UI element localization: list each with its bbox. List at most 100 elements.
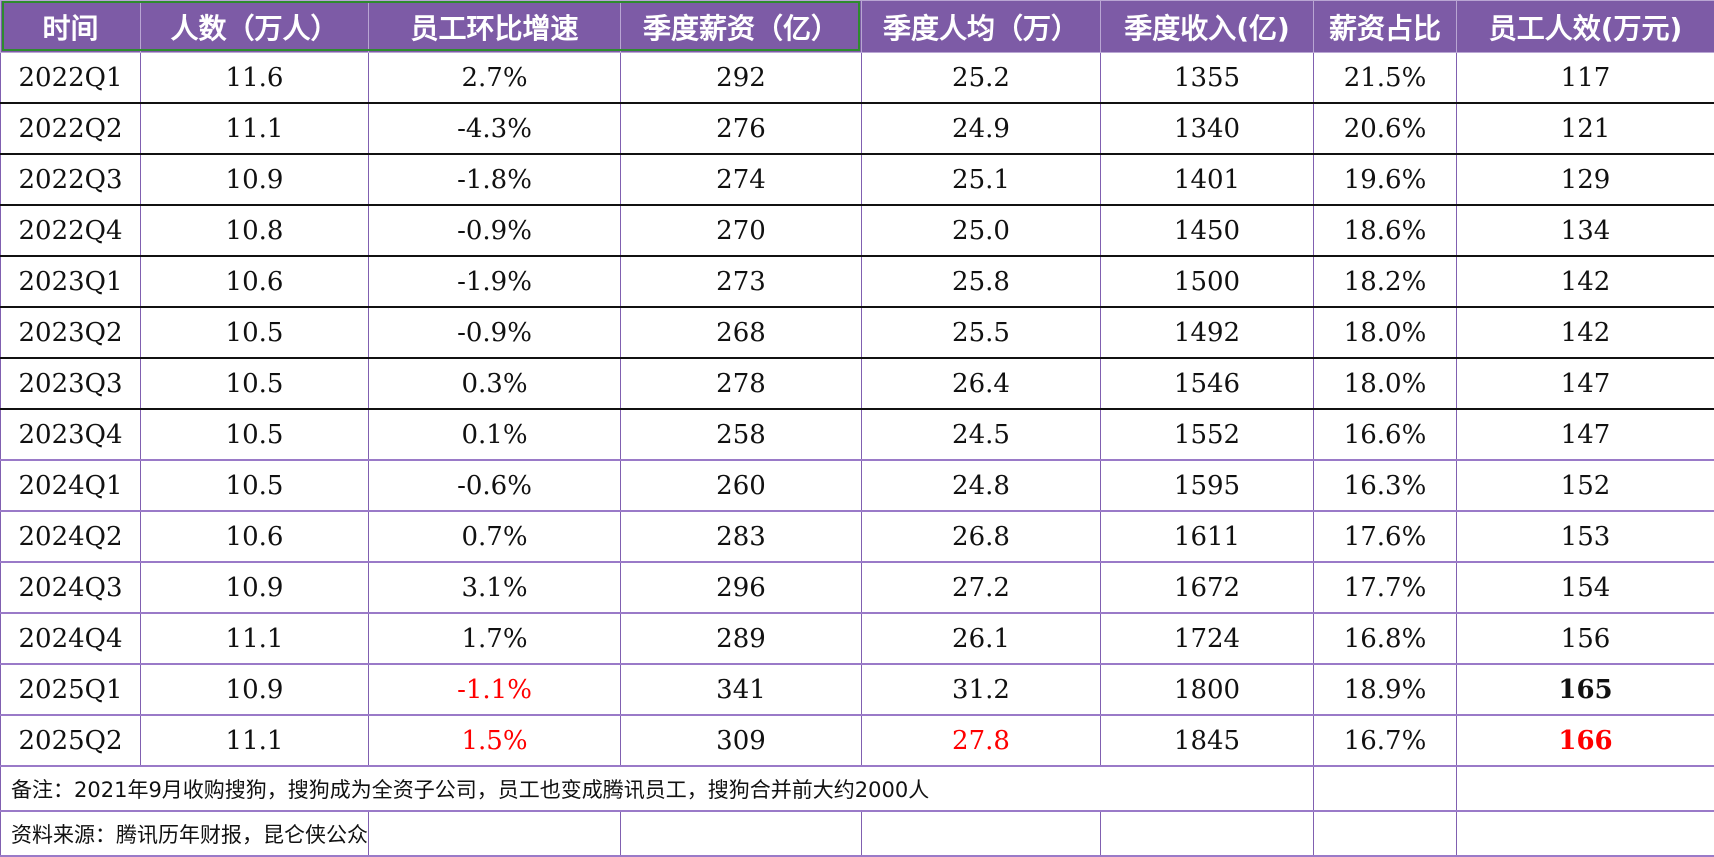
cell-headcount[interactable]: 10.9: [141, 664, 369, 715]
cell-quarterly-salary[interactable]: 270: [621, 205, 862, 256]
cell-quarterly-revenue[interactable]: 1340: [1101, 103, 1314, 154]
col-header-quarterly-salary[interactable]: 季度薪资（亿）: [621, 1, 862, 53]
cell-salary-per-capita[interactable]: 24.8: [862, 460, 1101, 511]
cell-salary-ratio[interactable]: 16.7%: [1314, 715, 1457, 766]
cell-salary-ratio[interactable]: 16.6%: [1314, 409, 1457, 460]
cell-headcount-growth[interactable]: -1.1%: [369, 664, 621, 715]
cell-salary-per-capita[interactable]: 26.8: [862, 511, 1101, 562]
cell-headcount-growth[interactable]: -0.6%: [369, 460, 621, 511]
cell-time[interactable]: 2024Q4: [1, 613, 141, 664]
cell-time[interactable]: 2023Q4: [1, 409, 141, 460]
col-header-headcount-growth[interactable]: 员工环比增速: [369, 1, 621, 53]
cell-headcount[interactable]: 10.5: [141, 409, 369, 460]
cell-salary-per-capita[interactable]: 25.5: [862, 307, 1101, 358]
cell-salary-ratio[interactable]: 17.6%: [1314, 511, 1457, 562]
cell-headcount-growth[interactable]: -0.9%: [369, 205, 621, 256]
cell-quarterly-revenue[interactable]: 1552: [1101, 409, 1314, 460]
cell-salary-ratio[interactable]: 18.2%: [1314, 256, 1457, 307]
cell-time[interactable]: 2025Q2: [1, 715, 141, 766]
cell-headcount[interactable]: 11.6: [141, 53, 369, 104]
cell-revenue-per-employee[interactable]: 152: [1457, 460, 1714, 511]
cell-salary-per-capita[interactable]: 25.1: [862, 154, 1101, 205]
cell-salary-per-capita[interactable]: 24.9: [862, 103, 1101, 154]
cell-quarterly-revenue[interactable]: 1595: [1101, 460, 1314, 511]
empty-cell[interactable]: [369, 811, 621, 856]
cell-salary-per-capita[interactable]: 25.2: [862, 53, 1101, 104]
cell-salary-ratio[interactable]: 17.7%: [1314, 562, 1457, 613]
cell-quarterly-revenue[interactable]: 1355: [1101, 53, 1314, 104]
col-header-time[interactable]: 时间: [1, 1, 141, 53]
cell-quarterly-salary[interactable]: 309: [621, 715, 862, 766]
cell-headcount-growth[interactable]: -1.9%: [369, 256, 621, 307]
cell-headcount[interactable]: 10.9: [141, 154, 369, 205]
cell-headcount[interactable]: 10.5: [141, 307, 369, 358]
empty-cell[interactable]: [1314, 766, 1457, 811]
cell-salary-ratio[interactable]: 18.0%: [1314, 307, 1457, 358]
cell-quarterly-salary[interactable]: 268: [621, 307, 862, 358]
cell-salary-ratio[interactable]: 20.6%: [1314, 103, 1457, 154]
cell-time[interactable]: 2024Q3: [1, 562, 141, 613]
cell-quarterly-revenue[interactable]: 1845: [1101, 715, 1314, 766]
cell-headcount-growth[interactable]: 1.5%: [369, 715, 621, 766]
cell-headcount-growth[interactable]: 0.1%: [369, 409, 621, 460]
cell-revenue-per-employee[interactable]: 156: [1457, 613, 1714, 664]
cell-quarterly-revenue[interactable]: 1500: [1101, 256, 1314, 307]
table-note[interactable]: 备注：2021年9月收购搜狗，搜狗成为全资子公司，员工也变成腾讯员工，搜狗合并前…: [1, 766, 1314, 811]
cell-quarterly-salary[interactable]: 296: [621, 562, 862, 613]
table-source[interactable]: 资料来源：腾讯历年财报，昆仑侠公众号: [1, 811, 369, 856]
cell-salary-per-capita[interactable]: 27.8: [862, 715, 1101, 766]
cell-salary-ratio[interactable]: 16.8%: [1314, 613, 1457, 664]
cell-quarterly-revenue[interactable]: 1724: [1101, 613, 1314, 664]
cell-headcount-growth[interactable]: 2.7%: [369, 53, 621, 104]
empty-cell[interactable]: [1101, 811, 1314, 856]
cell-headcount-growth[interactable]: 1.7%: [369, 613, 621, 664]
cell-salary-ratio[interactable]: 19.6%: [1314, 154, 1457, 205]
cell-revenue-per-employee[interactable]: 165: [1457, 664, 1714, 715]
cell-headcount-growth[interactable]: -1.8%: [369, 154, 621, 205]
cell-salary-ratio[interactable]: 16.3%: [1314, 460, 1457, 511]
cell-quarterly-salary[interactable]: 273: [621, 256, 862, 307]
cell-quarterly-revenue[interactable]: 1492: [1101, 307, 1314, 358]
cell-time[interactable]: 2022Q1: [1, 53, 141, 104]
cell-headcount[interactable]: 10.5: [141, 460, 369, 511]
cell-quarterly-salary[interactable]: 283: [621, 511, 862, 562]
cell-salary-per-capita[interactable]: 25.8: [862, 256, 1101, 307]
cell-revenue-per-employee[interactable]: 134: [1457, 205, 1714, 256]
cell-quarterly-revenue[interactable]: 1401: [1101, 154, 1314, 205]
cell-quarterly-revenue[interactable]: 1450: [1101, 205, 1314, 256]
cell-revenue-per-employee[interactable]: 154: [1457, 562, 1714, 613]
empty-cell[interactable]: [1314, 811, 1457, 856]
cell-revenue-per-employee[interactable]: 117: [1457, 53, 1714, 104]
cell-salary-ratio[interactable]: 18.9%: [1314, 664, 1457, 715]
empty-cell[interactable]: [1457, 811, 1714, 856]
cell-quarterly-salary[interactable]: 292: [621, 53, 862, 104]
cell-quarterly-revenue[interactable]: 1611: [1101, 511, 1314, 562]
cell-quarterly-salary[interactable]: 276: [621, 103, 862, 154]
cell-time[interactable]: 2022Q4: [1, 205, 141, 256]
col-header-revenue-per-employee[interactable]: 员工人效(万元): [1457, 1, 1714, 53]
cell-salary-ratio[interactable]: 21.5%: [1314, 53, 1457, 104]
cell-time[interactable]: 2022Q3: [1, 154, 141, 205]
cell-quarterly-revenue[interactable]: 1800: [1101, 664, 1314, 715]
cell-salary-per-capita[interactable]: 25.0: [862, 205, 1101, 256]
cell-time[interactable]: 2023Q1: [1, 256, 141, 307]
cell-headcount-growth[interactable]: -0.9%: [369, 307, 621, 358]
empty-cell[interactable]: [862, 811, 1101, 856]
cell-quarterly-salary[interactable]: 278: [621, 358, 862, 409]
cell-salary-per-capita[interactable]: 27.2: [862, 562, 1101, 613]
cell-quarterly-salary[interactable]: 260: [621, 460, 862, 511]
cell-quarterly-salary[interactable]: 289: [621, 613, 862, 664]
cell-headcount[interactable]: 11.1: [141, 613, 369, 664]
cell-salary-ratio[interactable]: 18.0%: [1314, 358, 1457, 409]
cell-quarterly-salary[interactable]: 274: [621, 154, 862, 205]
cell-headcount[interactable]: 10.6: [141, 511, 369, 562]
cell-headcount[interactable]: 10.6: [141, 256, 369, 307]
col-header-headcount[interactable]: 人数（万人）: [141, 1, 369, 53]
cell-revenue-per-employee[interactable]: 153: [1457, 511, 1714, 562]
col-header-salary-per-capita[interactable]: 季度人均（万）: [862, 1, 1101, 53]
cell-time[interactable]: 2025Q1: [1, 664, 141, 715]
cell-quarterly-revenue[interactable]: 1672: [1101, 562, 1314, 613]
cell-headcount-growth[interactable]: 3.1%: [369, 562, 621, 613]
cell-salary-ratio[interactable]: 18.6%: [1314, 205, 1457, 256]
cell-time[interactable]: 2022Q2: [1, 103, 141, 154]
